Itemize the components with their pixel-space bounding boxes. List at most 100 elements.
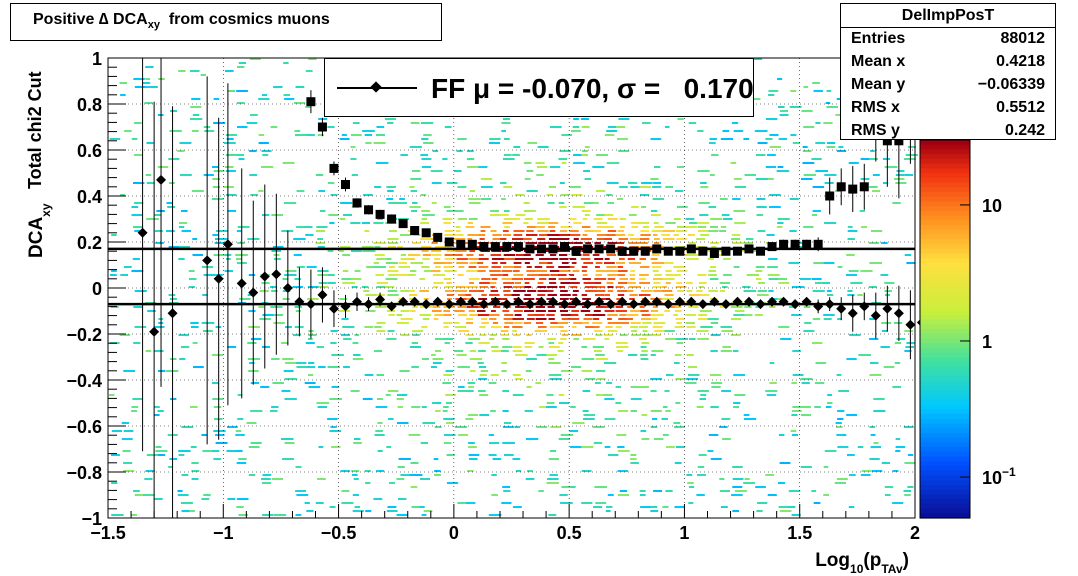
- diamond-marker: [375, 294, 386, 305]
- diamond-marker: [236, 278, 247, 289]
- square-marker: [467, 239, 477, 249]
- square-marker: [387, 214, 397, 224]
- diamond-marker: [536, 296, 547, 307]
- diamond-marker: [222, 239, 233, 250]
- square-marker: [398, 219, 408, 229]
- diamond-marker: [847, 308, 858, 319]
- square-marker: [675, 246, 685, 256]
- stats-histogram-name: DelImpPosT: [841, 4, 1055, 28]
- diamond-marker: [755, 299, 766, 310]
- y-tick-label: 0.4: [77, 187, 102, 207]
- diamond-marker: [467, 296, 478, 307]
- y-tick-label: 0: [92, 279, 102, 299]
- diamond-marker: [513, 296, 524, 307]
- square-marker: [513, 242, 523, 252]
- diamond-series: [137, 174, 927, 337]
- stats-row-mean-y: Mean y −0.06339: [851, 76, 1045, 93]
- diamond-marker: [882, 303, 893, 314]
- square-marker: [352, 198, 362, 208]
- square-marker: [686, 244, 696, 254]
- square-marker: [606, 244, 616, 254]
- y-tick-label: 1: [92, 49, 102, 69]
- diamond-marker: [455, 296, 466, 307]
- square-marker: [525, 244, 535, 254]
- diamond-marker: [294, 296, 305, 307]
- diamond-marker: [617, 296, 628, 307]
- square-marker: [536, 244, 546, 254]
- square-marker: [640, 246, 650, 256]
- x-tick-label: 1.5: [787, 523, 812, 543]
- diamond-marker: [352, 296, 363, 307]
- diamond-marker: [720, 299, 731, 310]
- square-marker: [329, 163, 339, 173]
- square-marker: [756, 246, 766, 256]
- square-marker: [479, 242, 489, 252]
- diamond-marker: [824, 299, 835, 310]
- square-marker: [698, 246, 708, 256]
- square-marker: [721, 246, 731, 256]
- square-marker: [825, 191, 835, 201]
- diamond-marker: [594, 296, 605, 307]
- color-scale-frame: [919, 139, 971, 519]
- square-marker: [709, 249, 719, 258]
- diamond-marker: [709, 296, 720, 307]
- square-marker: [767, 242, 777, 252]
- color-scale-label-2: 10−1: [982, 465, 1016, 488]
- square-marker: [790, 239, 800, 249]
- color-scale-label-0: 10: [982, 196, 1002, 216]
- diamond-marker: [305, 299, 316, 310]
- y-tick-label: 0.2: [77, 233, 102, 253]
- error-bars: [142, 58, 923, 518]
- legend-marker-sample: [370, 81, 382, 93]
- square-marker: [652, 244, 662, 254]
- square-marker: [663, 246, 673, 256]
- square-marker: [317, 122, 327, 132]
- diamond-marker: [409, 296, 420, 307]
- square-marker: [848, 184, 858, 194]
- diamond-marker: [859, 301, 870, 312]
- square-marker: [732, 246, 742, 256]
- x-tick-label: −1.5: [90, 523, 126, 543]
- diamond-marker: [259, 271, 270, 282]
- stats-row-entries: Entries 88012: [851, 30, 1045, 47]
- diamond-marker: [398, 296, 409, 307]
- diamond-marker: [432, 296, 443, 307]
- diamond-marker: [743, 296, 754, 307]
- diamond-marker: [421, 299, 432, 310]
- square-marker: [548, 244, 558, 254]
- square-marker: [617, 246, 627, 256]
- square-marker: [779, 239, 789, 249]
- diamond-marker: [582, 299, 593, 310]
- color-scale-label-1: 1: [982, 332, 992, 352]
- square-marker: [802, 239, 812, 249]
- y-tick-label: −0.8: [66, 463, 102, 483]
- y-tick-label: −0.6: [66, 417, 102, 437]
- diamond-marker: [271, 269, 282, 280]
- stats-row-rms-x: RMS x 0.5512: [851, 99, 1045, 116]
- diamond-marker: [156, 174, 167, 185]
- square-marker: [490, 242, 500, 252]
- y-axis-title: DCAxy: [26, 203, 53, 258]
- diamond-marker: [628, 299, 639, 310]
- diamond-marker: [651, 296, 662, 307]
- square-marker: [744, 244, 754, 254]
- square-marker: [456, 239, 466, 249]
- x-tick-label: −1: [213, 523, 234, 543]
- legend-text: FF μ = -0.070, σ = 0.170: [431, 73, 754, 104]
- square-marker: [306, 97, 316, 107]
- y-tick-label: −1: [81, 509, 102, 529]
- diamond-marker: [767, 296, 778, 307]
- square-marker: [560, 242, 570, 252]
- y-tick-label: −0.4: [66, 371, 102, 391]
- diamond-marker: [905, 319, 916, 330]
- histogram-title: Positive ∆ DCAxy from cosmics muons: [33, 11, 330, 32]
- square-series: [306, 90, 915, 258]
- x-axis-title: Log10(pTAv): [815, 550, 909, 576]
- diamond-marker: [813, 301, 824, 312]
- square-marker: [813, 239, 823, 249]
- square-marker: [629, 246, 639, 256]
- square-marker: [502, 242, 512, 252]
- color-scale-bar: [920, 140, 970, 519]
- stats-row-mean-x: Mean x 0.4218: [851, 53, 1045, 70]
